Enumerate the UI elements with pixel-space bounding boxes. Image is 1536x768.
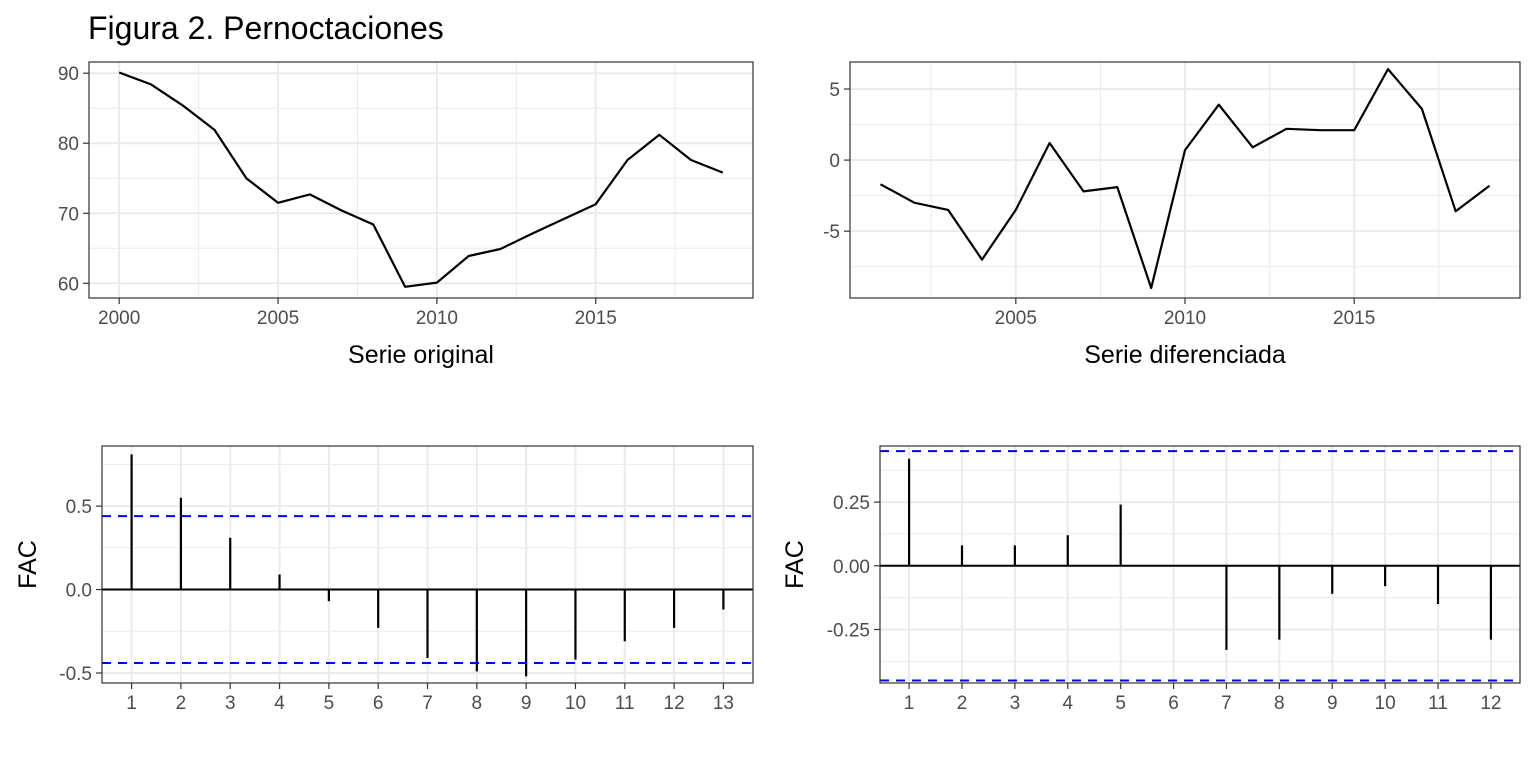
x-tick-label: 2010 xyxy=(416,308,458,329)
panel-border xyxy=(88,61,754,299)
x-tick-label: 9 xyxy=(1327,693,1338,714)
y-tick-label: 0.00 xyxy=(833,557,870,578)
x-tick-label: 5 xyxy=(1115,693,1126,714)
x-tick-label: 7 xyxy=(422,693,433,714)
panel-serie-diferenciada: 2005 2010 2015 -5 0 5 Serie diferenciada xyxy=(823,61,1521,369)
panel-background xyxy=(89,62,753,298)
y-tick-label: 90 xyxy=(58,64,79,85)
x-tick-label: 1 xyxy=(904,693,915,714)
y-axis-label: FAC xyxy=(781,540,809,589)
y-tick-label: 0 xyxy=(829,151,840,172)
x-tick-label: 4 xyxy=(274,693,285,714)
series-line xyxy=(118,71,724,288)
x-tick-label: 11 xyxy=(1428,693,1448,714)
y-tick-label: -0.25 xyxy=(827,620,870,641)
x-tick-label: 3 xyxy=(1010,693,1021,714)
y-tick-label: 60 xyxy=(58,274,79,295)
x-tick-label: 12 xyxy=(664,693,685,714)
x-tick-label: 3 xyxy=(225,693,236,714)
y-tick-label: 0.0 xyxy=(66,581,92,602)
x-tick-label: 2010 xyxy=(1164,308,1206,329)
panel-border xyxy=(879,445,1521,684)
x-tick-label: 8 xyxy=(472,693,483,714)
y-tick-label: 80 xyxy=(58,134,79,155)
panel-background xyxy=(880,446,1520,683)
x-tick-label: 8 xyxy=(1274,693,1285,714)
x-tick-label: 4 xyxy=(1062,693,1073,714)
x-tick-label: 6 xyxy=(373,693,384,714)
y-tick-label: 70 xyxy=(58,204,79,225)
x-tick-label: 10 xyxy=(565,693,586,714)
x-tick-label: 2015 xyxy=(575,308,617,329)
x-tick-label: 11 xyxy=(615,693,635,714)
x-tick-label: 6 xyxy=(1168,693,1179,714)
figure-title: Figura 2. Pernoctaciones xyxy=(88,10,444,46)
x-tick-label: 7 xyxy=(1221,693,1232,714)
y-tick-label: 0.5 xyxy=(66,497,92,518)
x-tick-label: 9 xyxy=(521,693,532,714)
y-tick-label: 0.25 xyxy=(833,493,870,514)
panel-serie-original: 2000 2005 2010 2015 60 70 80 90 Serie original xyxy=(58,61,754,369)
y-tick-label: -5 xyxy=(823,222,840,243)
x-axis-label: Serie original xyxy=(348,341,494,369)
x-tick-label: 2015 xyxy=(1333,308,1375,329)
y-tick-label: -0.5 xyxy=(59,664,92,685)
x-tick-label: 2000 xyxy=(98,308,140,329)
y-tick-label: 5 xyxy=(829,80,840,101)
x-tick-label: 1 xyxy=(126,693,137,714)
x-tick-label: 5 xyxy=(324,693,335,714)
series-line xyxy=(879,67,1491,290)
x-tick-label: 10 xyxy=(1375,693,1396,714)
y-axis-label: FAC xyxy=(14,540,42,589)
x-tick-label: 13 xyxy=(713,693,734,714)
x-tick-label: 12 xyxy=(1480,693,1501,714)
x-axis-label: Serie diferenciada xyxy=(1084,341,1286,369)
x-tick-label: 2 xyxy=(176,693,187,714)
x-tick-label: 2 xyxy=(957,693,968,714)
x-tick-label: 2005 xyxy=(995,308,1037,329)
x-tick-label: 2005 xyxy=(257,308,299,329)
